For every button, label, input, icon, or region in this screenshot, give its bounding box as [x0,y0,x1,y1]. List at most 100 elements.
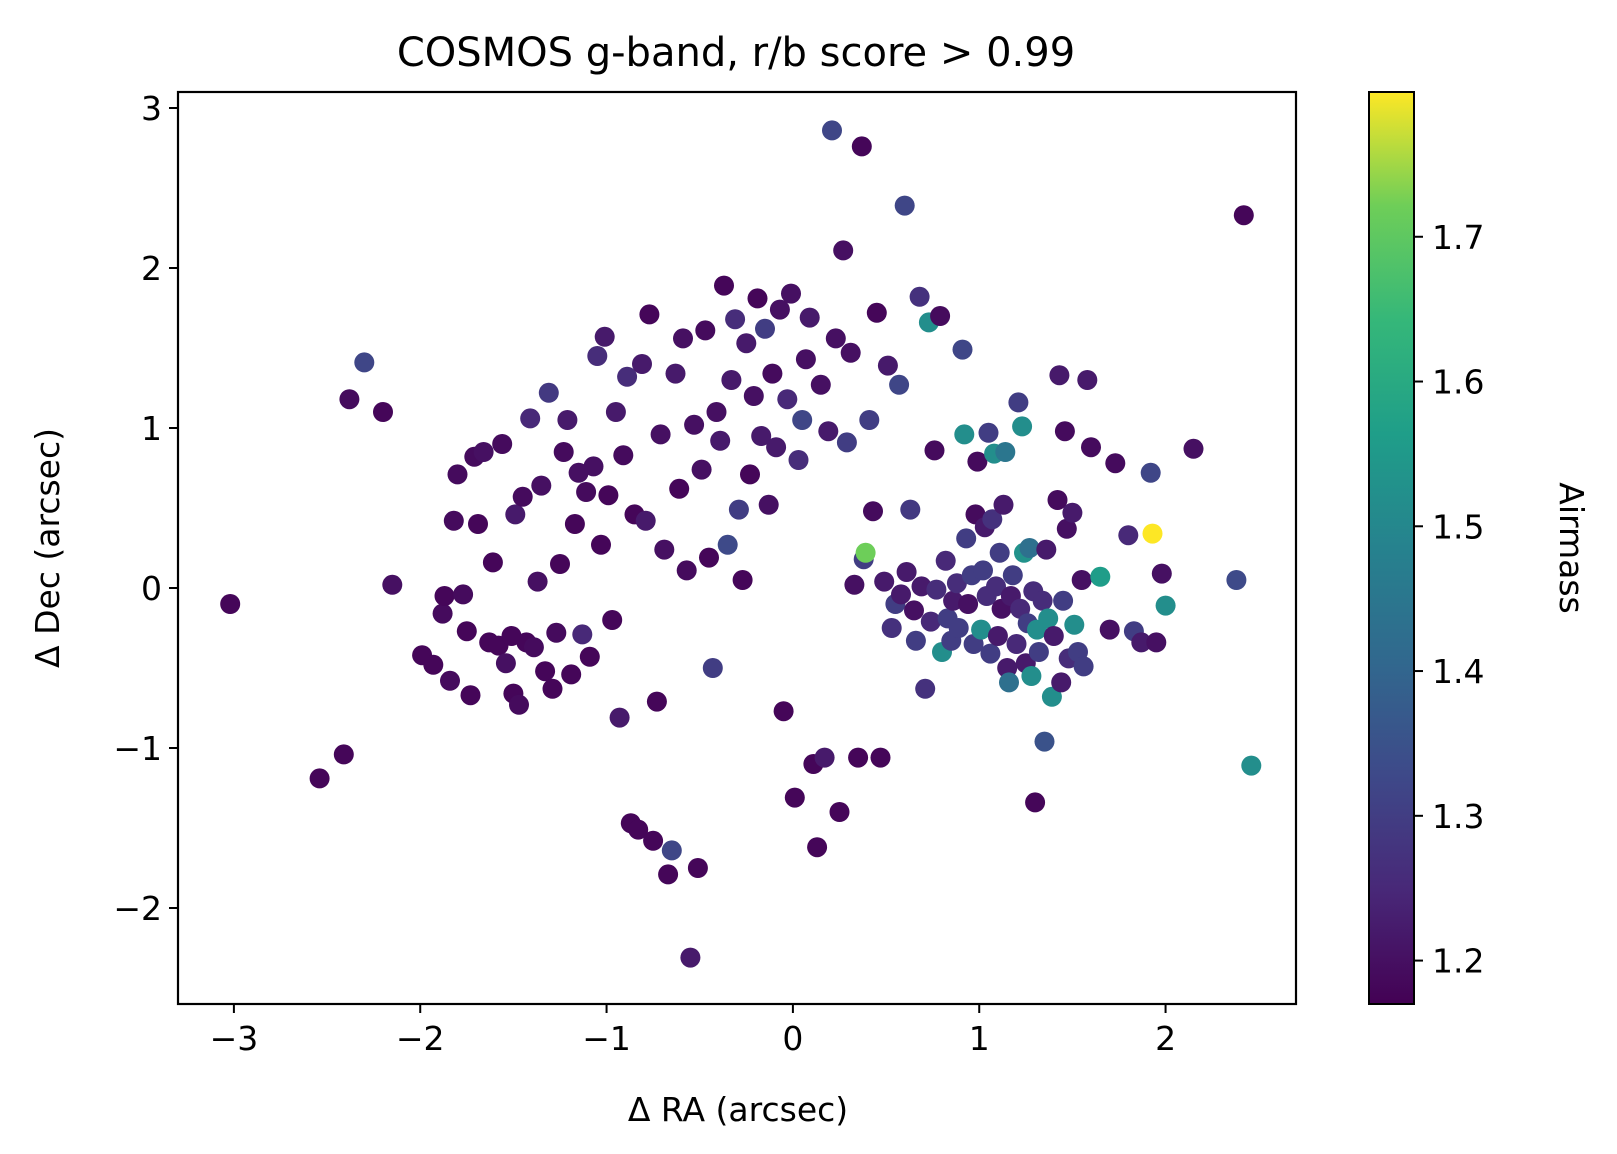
data-point [993,494,1014,515]
data-point [1056,518,1077,539]
data-point [987,626,1008,646]
data-point [946,573,967,594]
colorbar-tick-label: 1.4 [1432,652,1484,691]
data-point [382,574,403,595]
data-point [1019,538,1040,558]
data-point [792,410,813,430]
data-point [635,510,656,531]
data-point [1036,539,1057,560]
data-point [829,802,850,822]
data-point [654,539,675,560]
data-point [1025,792,1046,813]
y-tick-label: 0 [141,569,162,608]
data-point [531,475,552,496]
data-point [844,574,865,595]
data-point [717,534,738,555]
data-point [904,600,924,621]
data-point [583,456,604,477]
x-axis: −3 −2 −1 0 1 2 [210,1004,1176,1058]
data-point [889,374,910,395]
data-point [1131,632,1152,653]
data-point [948,618,969,638]
data-point [1142,523,1163,544]
data-point [1064,614,1085,635]
data-point [706,402,727,422]
data-point [587,346,608,366]
data-point [643,830,664,851]
data-point [680,947,701,968]
data-point [564,514,585,534]
y-axis: −2 −1 0 1 2 3 [113,89,178,928]
data-point [423,654,444,675]
data-point [851,136,872,157]
data-point [309,768,330,789]
data-point [1183,438,1204,459]
data-point [1151,563,1172,584]
data-point [495,653,516,674]
data-point [743,386,764,406]
data-point [354,352,375,373]
data-point [807,837,828,858]
data-point [982,509,1003,530]
data-point [505,504,526,525]
data-point [650,424,671,445]
data-point [676,560,697,581]
data-point [825,328,846,349]
data-point [576,482,597,502]
data-point [432,603,453,624]
data-point [736,333,757,354]
data-point [550,554,570,574]
x-tick-label: −2 [396,1019,445,1058]
data-point [602,610,623,630]
data-point [795,349,816,370]
data-point [995,442,1016,462]
data-point [848,747,869,768]
data-point [989,542,1010,563]
data-point [1090,566,1111,587]
data-point [999,672,1019,693]
data-point [1241,755,1262,776]
x-axis-label: Δ RA (arcsec) [628,1090,848,1129]
data-point [1105,453,1126,474]
data-point [453,584,474,605]
data-point [509,694,529,715]
y-tick-label: 1 [141,409,162,448]
data-point [434,586,455,606]
data-point [784,787,805,808]
data-point [836,432,857,453]
data-point [579,646,600,667]
data-point [333,744,354,765]
data-point [769,299,790,320]
data-point [905,630,926,651]
data-point [561,664,582,685]
data-point [822,120,842,141]
data-point [1032,590,1053,611]
data-point [523,637,544,658]
data-point [617,366,638,387]
data-point [1053,590,1074,611]
data-point [710,430,731,451]
colorbar [1368,91,1415,1005]
y-axis-label: Δ Dec (arcsec) [28,428,67,668]
data-point [818,421,839,442]
data-point [605,402,626,422]
data-point [1021,666,1042,686]
data-point [646,691,667,712]
data-point [855,542,876,563]
data-point [591,534,611,555]
data-point [572,624,593,645]
data-point [512,486,533,507]
data-point [894,195,915,216]
data-point [699,547,719,568]
data-point [920,611,941,632]
data-point [810,374,831,395]
data-point [859,410,880,430]
data-point [863,501,883,522]
data-point [687,858,708,878]
data-point [870,747,891,768]
data-point [373,402,393,422]
data-point [702,658,723,678]
data-point [1012,416,1033,437]
data-point [609,707,630,728]
